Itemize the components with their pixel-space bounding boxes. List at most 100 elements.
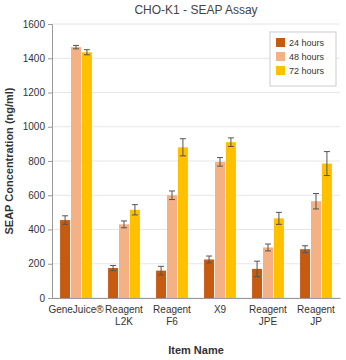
legend: 24 hours 48 hours 72 hours (270, 32, 336, 86)
error-bar (313, 194, 319, 209)
tick-mark (48, 127, 52, 128)
grid-line (52, 24, 340, 25)
legend-item: 48 hours (276, 52, 325, 62)
tick: 400 (28, 224, 52, 235)
grid-line (52, 126, 340, 127)
tick-label: 1200 (23, 87, 46, 98)
legend-label: 24 hours (289, 38, 325, 48)
error-bar (158, 266, 164, 275)
tick: ReagentJPE (249, 298, 287, 327)
tick: ReagentF6 (153, 298, 191, 327)
y-axis: 0 200 400 600 800 1000 1200 1400 1600 (23, 19, 53, 304)
bar (178, 147, 188, 298)
y-axis-title: SEAP Concentration (ng/ml) (3, 87, 15, 234)
tick: 1400 (23, 53, 52, 64)
tick: 1000 (23, 121, 52, 132)
title: CHO-K1 - SEAP Assay (134, 3, 257, 17)
tick: X9 (214, 298, 227, 315)
bar (60, 220, 70, 298)
error-bar (132, 205, 138, 215)
error-bar (110, 265, 116, 270)
grid-line (52, 298, 340, 299)
bar (71, 47, 81, 298)
tick: 600 (28, 190, 52, 201)
grid-line (52, 229, 340, 230)
tick: 1600 (23, 19, 52, 30)
tick: 0 (39, 293, 52, 304)
tick-mark (48, 58, 52, 59)
tick: ReagentJP (297, 298, 335, 327)
tick: GeneJuice® (48, 298, 104, 315)
legend-swatch (276, 52, 285, 61)
tick: ReagentL2K (105, 298, 143, 327)
tick: 800 (28, 156, 52, 167)
legend-label: 48 hours (289, 52, 325, 62)
tick-label: 1600 (23, 19, 46, 30)
tick-label: X9 (214, 304, 227, 315)
tick-label: 1000 (23, 121, 46, 132)
bar (167, 195, 177, 298)
error-bar (265, 244, 271, 251)
error-bar (276, 212, 282, 224)
bar (263, 247, 273, 298)
legend-label: 72 hours (289, 66, 325, 76)
tick-mark (48, 195, 52, 196)
chart: 02004006008001000120014001600GeneJuice®R… (0, 0, 346, 360)
error-bar (254, 261, 260, 276)
tick-mark (48, 24, 52, 25)
error-bar (206, 256, 212, 263)
bar (215, 162, 225, 298)
tick-label: ReagentL2K (105, 304, 143, 327)
error-bar (180, 139, 186, 156)
x-axis-title: Item Name (168, 344, 224, 356)
series (82, 50, 332, 298)
error-bar (228, 138, 234, 147)
axis-line (48, 25, 53, 299)
plot: 02004006008001000120014001600GeneJuice®R… (23, 19, 341, 327)
error-bar (62, 216, 68, 225)
bar (226, 142, 236, 298)
tick-label: 1400 (23, 53, 46, 64)
error-bar (121, 221, 127, 228)
grid-line (52, 263, 340, 264)
bar (119, 224, 129, 298)
bar (322, 164, 332, 298)
error-bar (302, 246, 308, 253)
grid-line (52, 92, 340, 93)
grid-line (52, 161, 340, 162)
legend-box (270, 32, 336, 86)
x-axis: GeneJuice®ReagentL2K ReagentF6 X9 ReagentJP… (48, 298, 340, 327)
tick-mark (48, 264, 52, 265)
legend-item: 24 hours (276, 38, 325, 48)
error-bar (324, 152, 330, 176)
bar (300, 249, 310, 298)
tick-label: ReagentJP (297, 304, 335, 327)
tick-label: 400 (28, 224, 45, 235)
error-bar (217, 158, 223, 167)
tick-label: GeneJuice® (48, 304, 104, 315)
bar (274, 218, 284, 298)
legend-swatch (276, 66, 285, 75)
bar (108, 268, 118, 298)
error-bar (73, 45, 79, 48)
grid-line (52, 195, 340, 196)
bar (82, 52, 92, 298)
bar (311, 201, 321, 298)
tick-mark (48, 298, 52, 299)
tick-label: ReagentJPE (249, 304, 287, 327)
legend-swatch (276, 38, 285, 47)
grid (52, 24, 340, 298)
tick-label: 800 (28, 156, 45, 167)
error-bar (84, 50, 90, 55)
bar (130, 210, 140, 298)
tick: 200 (28, 258, 52, 269)
tick: 1200 (23, 87, 52, 98)
legend-item: 72 hours (276, 66, 325, 76)
tick-label: 200 (28, 258, 45, 269)
axis-line (53, 298, 341, 299)
tick-label: 600 (28, 190, 45, 201)
tick-label: ReagentF6 (153, 304, 191, 327)
tick-mark (48, 161, 52, 162)
bar (204, 259, 214, 298)
error-bar (169, 191, 175, 200)
